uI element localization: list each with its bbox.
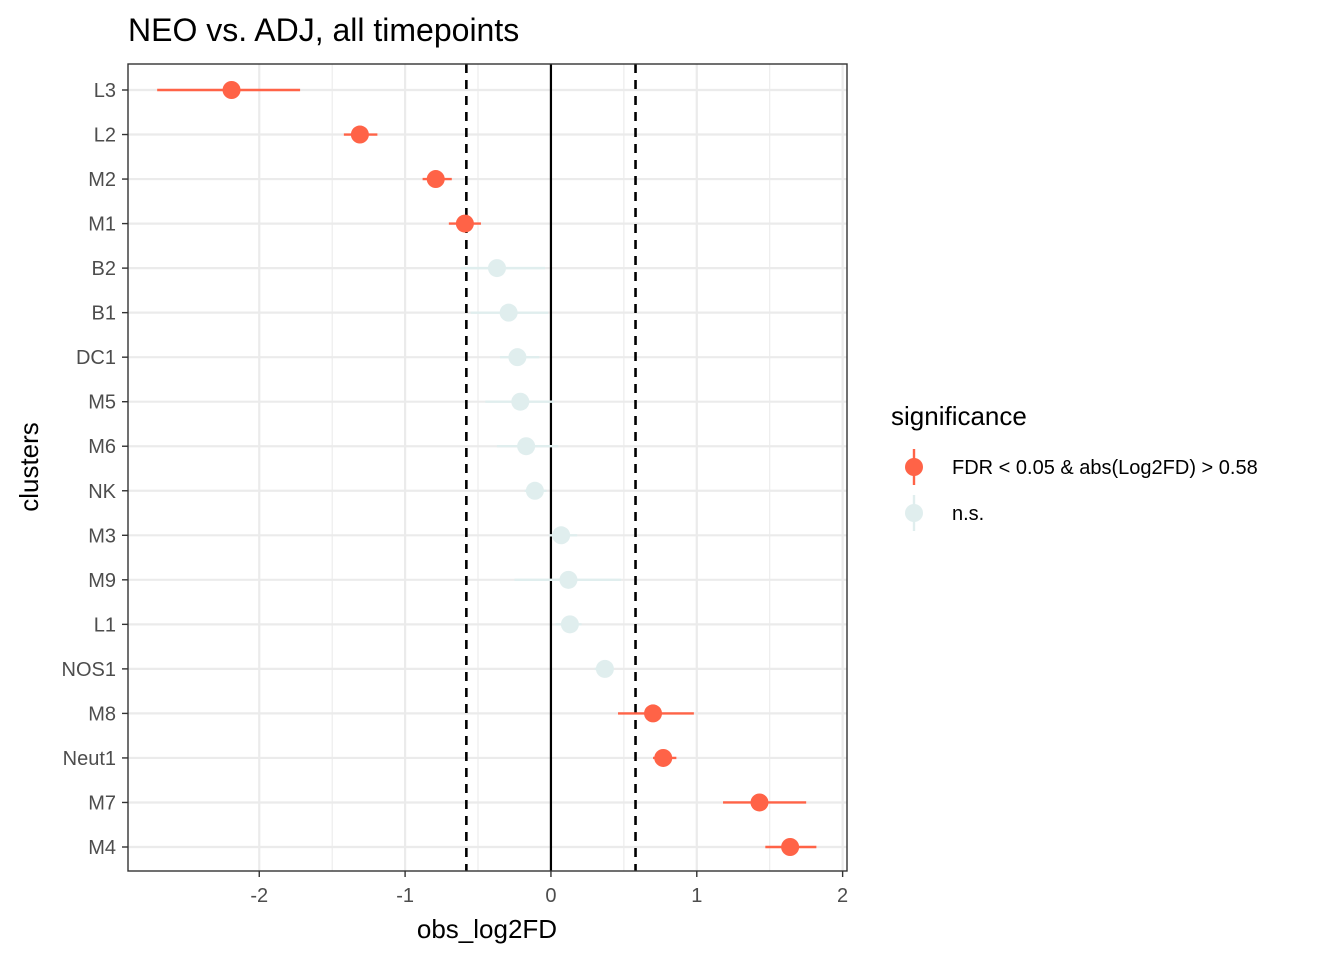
y-tick-label: Neut1 (63, 748, 116, 770)
legend-label: FDR < 0.05 & abs(Log2FD) > 0.58 (952, 457, 1258, 479)
legend-label: n.s. (952, 503, 984, 525)
point-M1 (455, 214, 474, 233)
y-tick-label: B1 (92, 303, 116, 325)
legend-title: significance (891, 401, 1027, 431)
point-DC1 (508, 348, 527, 367)
y-tick-label: NOS1 (62, 659, 116, 681)
y-tick-label: L1 (94, 614, 116, 636)
point-M8 (644, 704, 663, 723)
y-tick-label: M2 (88, 169, 116, 191)
legend-key-point (905, 458, 923, 476)
y-tick-label: M9 (88, 570, 116, 592)
point-Neut1 (654, 748, 673, 767)
y-tick-label: M6 (88, 436, 116, 458)
y-tick-label: M5 (88, 392, 116, 414)
point-M5 (511, 392, 530, 411)
point-M9 (559, 570, 578, 589)
x-tick-label: 2 (837, 885, 848, 907)
legend: significance FDR < 0.05 & abs(Log2FD) > … (891, 401, 1258, 531)
panel-border (127, 63, 848, 872)
point-M6 (517, 437, 536, 456)
y-tick-label: M8 (88, 703, 116, 725)
y-tick-label: M3 (88, 525, 116, 547)
point-M7 (750, 793, 769, 812)
x-axis-title: obs_log2FD (417, 914, 557, 944)
point-NOS1 (595, 659, 614, 678)
reference-lines (465, 64, 637, 871)
y-tick-label: L2 (94, 125, 116, 147)
y-tick-label: DC1 (76, 347, 116, 369)
y-tick-label: B2 (92, 258, 116, 280)
chart-title: NEO vs. ADJ, all timepoints (128, 12, 519, 48)
point-NK (525, 481, 544, 500)
panel-background (128, 64, 847, 871)
point-L3 (222, 81, 241, 99)
point-L1 (560, 615, 579, 634)
point-M3 (552, 526, 571, 545)
point-M2 (426, 170, 445, 189)
plot-panel (127, 63, 848, 872)
point-L2 (350, 125, 369, 144)
x-axis: -2 -1 0 1 2 (250, 871, 848, 907)
y-tick-label: M7 (88, 792, 116, 814)
point-B2 (487, 259, 506, 278)
y-tick-label: M1 (88, 214, 116, 236)
legend-keys: FDR < 0.05 & abs(Log2FD) > 0.58 n.s. (905, 449, 1258, 531)
y-tick-label: NK (88, 481, 116, 503)
data-marks (157, 81, 817, 856)
x-tick-label: -2 (250, 885, 268, 907)
y-tick-label: L3 (94, 80, 116, 102)
legend-key-point (905, 504, 923, 522)
x-tick-label: -1 (396, 885, 414, 907)
point-B1 (499, 303, 518, 322)
y-tick-label: M4 (88, 837, 116, 859)
x-tick-label: 0 (545, 885, 556, 907)
x-tick-label: 1 (691, 885, 702, 907)
y-axis-title: clusters (14, 422, 44, 512)
y-axis: L3 L2 M2 M1 B2 B1 DC1 M5 M6 NK M3 M9 L1 NOS1 M8 Neut1 M7… (62, 80, 128, 859)
point-M4 (781, 838, 800, 856)
